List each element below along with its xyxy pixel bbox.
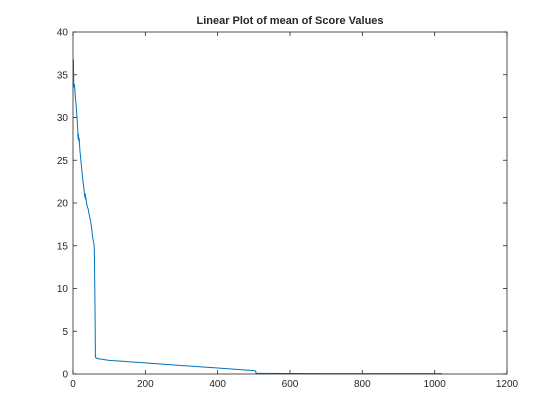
y-tick-label: 10 (57, 284, 69, 295)
y-tick-label: 35 (57, 70, 69, 81)
y-tick-label: 5 (62, 327, 68, 338)
chart-title: Linear Plot of mean of Score Values (196, 15, 383, 27)
plot-area (73, 32, 507, 374)
x-tick-label: 800 (354, 379, 371, 390)
y-tick-label: 20 (57, 199, 69, 210)
x-tick-label: 400 (209, 379, 226, 390)
x-tick-label: 1000 (424, 379, 447, 390)
y-tick-label: 0 (62, 370, 68, 381)
y-tick-label: 40 (57, 28, 69, 39)
x-tick-label: 1200 (496, 379, 519, 390)
x-tick-label: 0 (70, 379, 76, 390)
y-tick-label: 15 (57, 241, 69, 252)
x-tick-label: 200 (137, 379, 154, 390)
plot-box (72, 31, 508, 375)
y-tick-label: 30 (57, 113, 69, 124)
series-line-mean-score (72, 59, 442, 375)
x-tick-label: 600 (282, 379, 299, 390)
axis-tick-labels: 0 200 400 600 800 1000 1200 0 5 10 15 20 25 30 35 40 (57, 28, 519, 391)
y-tick-label: 25 (57, 156, 69, 167)
